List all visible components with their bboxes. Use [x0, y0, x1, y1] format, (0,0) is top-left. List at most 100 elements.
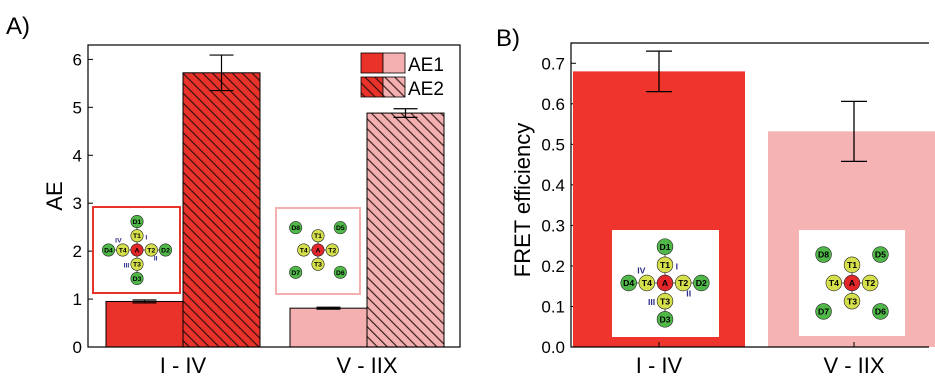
schematic-node-d5: D5 — [333, 221, 347, 235]
schematic-node-t3: T3 — [311, 257, 325, 271]
panel-a: A) AE 0 1 2 3 4 5 6 I - IV V - IIX AE1 AE2 T1 T2… — [6, 13, 461, 378]
svg-text:T4: T4 — [829, 278, 839, 288]
y-tick-label: 0 — [73, 338, 82, 357]
svg-text:D5: D5 — [336, 225, 345, 232]
schematic-node-t1: T1 — [843, 256, 861, 274]
y-tick-label: 0.0 — [541, 338, 565, 357]
svg-text:T3: T3 — [847, 296, 857, 306]
panel-b-x-ticks: I - IV V - IIX — [636, 342, 885, 378]
svg-text:D2: D2 — [696, 278, 707, 288]
schematic-node-t3: T3 — [130, 257, 144, 271]
panel-a-y-ticks: 0 1 2 3 4 5 6 — [73, 50, 93, 357]
y-tick-label: 4 — [73, 146, 82, 165]
x-tick-label: V - IIX — [336, 353, 397, 378]
schematic-node-d8: D8 — [289, 221, 303, 235]
svg-text:T3: T3 — [660, 296, 670, 306]
svg-text:D6: D6 — [336, 270, 345, 277]
schematic-node-d6: D6 — [872, 303, 889, 320]
svg-text:A: A — [316, 247, 321, 254]
bar-ae1-0 — [105, 300, 184, 348]
panel-b-axes — [570, 42, 929, 348]
arm-label-4: IV — [115, 238, 122, 245]
svg-text:T2: T2 — [865, 278, 875, 288]
panel-b-label: B) — [496, 25, 520, 52]
svg-text:T3: T3 — [133, 262, 141, 269]
schematic-node-d7: D7 — [289, 265, 303, 279]
panel-b-ylabel: FRET efficiency — [510, 123, 535, 277]
y-tick-label: 0.5 — [541, 135, 565, 154]
schematic-node-center: A — [656, 274, 674, 292]
schematic-node-d1: D1 — [656, 238, 674, 255]
svg-text:T2: T2 — [328, 247, 336, 254]
y-tick-label: 5 — [73, 98, 82, 117]
bar-ae1-1 — [289, 307, 368, 348]
x-tick-label: V - IIX — [823, 353, 884, 378]
schematic-node-center: A — [130, 243, 144, 257]
schematic-node-t1: T1 — [656, 256, 674, 274]
schematic-node-d7: D7 — [815, 303, 832, 320]
svg-text:D1: D1 — [659, 242, 670, 252]
legend-ae2-swatch-pink — [382, 76, 406, 98]
schematic-node-d2: D2 — [159, 243, 173, 257]
schematic-node-d2: D2 — [693, 274, 710, 292]
svg-text:A: A — [662, 278, 669, 288]
schematic-node-center: A — [843, 274, 861, 292]
svg-text:T2: T2 — [147, 247, 155, 254]
panel-a-inset-square: T1 T2 T3 T4 D5 D6 D7 D8 A — [275, 207, 361, 295]
svg-text:D1: D1 — [133, 219, 142, 226]
schematic-node-t2: T2 — [325, 243, 339, 257]
svg-text:A: A — [849, 278, 856, 288]
svg-text:T1: T1 — [133, 233, 141, 240]
panel-b: B) FRET efficiency 0.0 0.1 0.2 0.3 0.4 0.5 0.6… — [496, 25, 935, 378]
svg-text:D2: D2 — [161, 247, 170, 254]
panel-a-plot-frame — [87, 44, 461, 348]
panel-b-inset-square: T1 T2 T3 T4 D5 D6 D7 D8 A — [799, 230, 905, 336]
panel-a-error-bars — [132, 54, 418, 310]
schematic-node-t4: T4 — [297, 243, 311, 257]
y-tick-label: 6 — [73, 50, 82, 69]
svg-text:D5: D5 — [875, 250, 886, 260]
svg-text:D6: D6 — [875, 307, 886, 317]
x-tick-label: I - IV — [636, 353, 683, 378]
y-tick-label: 1 — [73, 290, 82, 309]
svg-text:T3: T3 — [314, 262, 322, 269]
legend-ae2-label: AE2 — [408, 79, 444, 100]
svg-text:D8: D8 — [818, 250, 829, 260]
schematic-node-t1: T1 — [130, 229, 144, 243]
schematic-node-t2: T2 — [674, 274, 692, 292]
svg-text:D4: D4 — [104, 247, 113, 254]
arm-label-3: III — [648, 297, 655, 307]
svg-text:T4: T4 — [642, 278, 652, 288]
arm-label-3: III — [124, 262, 130, 269]
x-tick-label: I - IV — [160, 353, 207, 378]
schematic-node-t3: T3 — [656, 292, 674, 310]
svg-text:D7: D7 — [818, 307, 829, 317]
panel-b-y-ticks: 0.0 0.1 0.2 0.3 0.4 0.5 0.6 0.7 — [541, 54, 576, 357]
schematic-node-d1: D1 — [130, 214, 144, 228]
svg-text:T1: T1 — [660, 260, 670, 270]
schematic-node-d5: D5 — [872, 246, 889, 263]
svg-text:D4: D4 — [623, 278, 634, 288]
y-tick-label: 2 — [73, 242, 82, 261]
y-tick-label: 0.7 — [541, 54, 565, 73]
y-tick-label: 0.4 — [541, 176, 565, 195]
panel-a-x-ticks: I - IV V - IIX — [160, 342, 398, 378]
bar-ae2-0 — [182, 72, 261, 348]
schematic-node-t2: T2 — [144, 243, 158, 257]
schematic-node-t2: T2 — [861, 274, 879, 292]
y-tick-label: 0.2 — [541, 257, 565, 276]
schematic-node-t4: T4 — [116, 243, 130, 257]
schematic-node-t4: T4 — [825, 274, 843, 292]
legend-ae1-label: AE1 — [408, 55, 444, 76]
panel-a-label: A) — [6, 13, 30, 40]
schematic-node-center: A — [311, 243, 325, 257]
y-tick-label: 3 — [73, 194, 82, 213]
schematic-node-d3: D3 — [656, 311, 674, 328]
svg-text:T4: T4 — [119, 247, 127, 254]
arm-label-1: I — [676, 262, 678, 272]
svg-text:T2: T2 — [678, 278, 688, 288]
schematic-node-t1: T1 — [311, 229, 325, 243]
